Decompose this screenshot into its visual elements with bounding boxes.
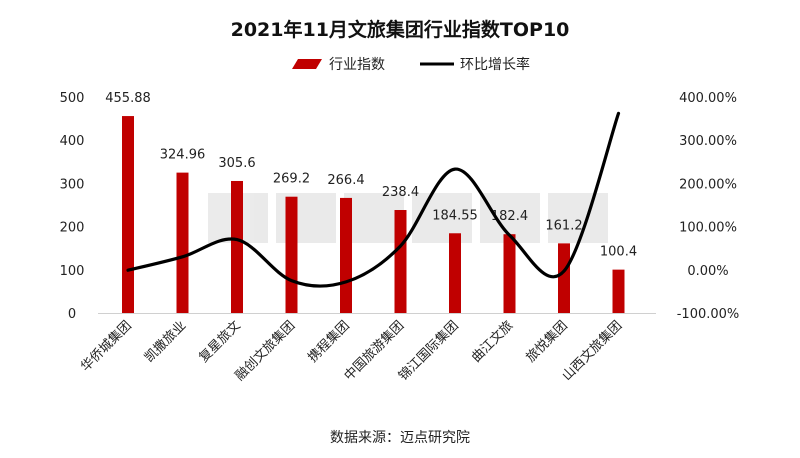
- bar-3: [231, 180, 243, 313]
- bar-7: [449, 233, 461, 313]
- bar-5: [340, 197, 352, 313]
- category-label: 凯撒旅业: [141, 318, 189, 366]
- right-tick-label: 300.00%: [679, 134, 737, 149]
- bar-1: [122, 116, 134, 313]
- bar-value-label: 161.2: [545, 218, 582, 233]
- right-tick-label: 100.00%: [679, 221, 737, 236]
- bar-10: [612, 269, 625, 313]
- right-tick-label: 200.00%: [679, 177, 737, 192]
- bar-value-label: 238.4: [382, 185, 419, 200]
- legend-label-bar: 行业指数: [329, 57, 385, 73]
- right-tick-label: 0.00%: [687, 264, 728, 279]
- right-tick-label: 400.00%: [679, 91, 737, 106]
- category-label: 华侨城集团: [78, 318, 135, 375]
- bar-value-label: 455.88: [105, 91, 151, 106]
- category-labels: 华侨城集团 凯撒旅业 复星旅文融创文旅集团 携程集团中国旅游集团锦江国际集团 曲江文旅旅…: [78, 318, 626, 384]
- bar-9: [558, 243, 570, 313]
- bar-value-labels: 455.88 324.96 305.6 269.2 266.4 238.4 184.55 18…: [105, 91, 637, 260]
- left-tick-label: 500: [60, 91, 85, 106]
- bar-6: [394, 210, 407, 313]
- right-tick-label: -100.00%: [677, 307, 740, 322]
- bar-4: [285, 196, 298, 313]
- bar-value-label: 266.4: [327, 173, 364, 188]
- legend-label-line: 环比增长率: [460, 56, 530, 73]
- left-tick-label: 200: [60, 221, 85, 236]
- chart-title: 2021年11月文旅集团行业指数TOP10: [231, 18, 570, 41]
- left-tick-label: 300: [60, 177, 85, 192]
- right-axis-ticks: -100.00% 0.00% 100.00% 200.00% 300.00% 400.00…: [677, 91, 740, 322]
- legend: 行业指数 环比增长率: [292, 56, 530, 73]
- category-label: 旅悦集团: [523, 318, 571, 366]
- bar-value-label: 324.96: [160, 148, 206, 163]
- source-note: 数据来源：迈点研究院: [330, 430, 470, 446]
- left-tick-label: 0: [68, 307, 76, 322]
- bar-value-label: 182.4: [491, 209, 528, 224]
- line-series: [126, 111, 621, 288]
- growth-rate-line: [126, 111, 621, 288]
- bar-series: [122, 116, 625, 313]
- bar-value-label: 269.2: [273, 172, 310, 187]
- category-label: 携程集团: [305, 318, 353, 366]
- category-label: 曲江文旅: [469, 318, 516, 365]
- bar-value-label: 100.4: [600, 245, 637, 260]
- bar-value-label: 184.55: [432, 208, 478, 223]
- legend-swatch-bar: [292, 59, 322, 69]
- left-axis-ticks: 0 100 200 300 400 500: [60, 91, 85, 322]
- left-tick-label: 100: [60, 264, 85, 279]
- category-label: 复星旅文: [196, 318, 243, 365]
- bar-2: [176, 172, 189, 313]
- bar-value-label: 305.6: [218, 156, 255, 171]
- bar-8: [503, 234, 516, 313]
- left-tick-label: 400: [60, 134, 85, 149]
